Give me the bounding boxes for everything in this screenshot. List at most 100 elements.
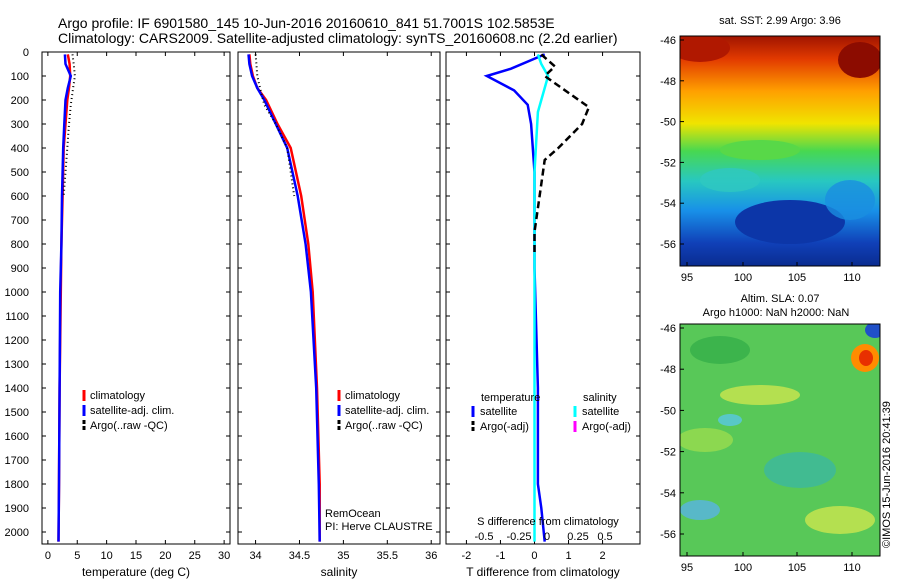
x-axis-label: salinity	[321, 565, 358, 579]
x-tick-label: 34	[249, 550, 261, 562]
y-tick-label: 300	[11, 119, 29, 131]
y-tick-label: 2000	[5, 527, 29, 539]
header-line1: Argo profile: IF 6901580_145 10-Jun-2016…	[58, 15, 555, 31]
y-tick-label: 1700	[5, 455, 29, 467]
y-tick-label: 1400	[5, 383, 29, 395]
y-tick-label: 1300	[5, 359, 29, 371]
annotation-text: RemOcean	[325, 508, 381, 520]
map-y-tick-label: -46	[660, 323, 676, 335]
legend-label: satellite	[582, 406, 619, 418]
x-tick-label: 0	[45, 550, 51, 562]
y-tick-label: 600	[11, 191, 29, 203]
x-tick-label: 15	[130, 550, 142, 562]
x-tick-label: 34.5	[289, 550, 310, 562]
y-tick-label: 1600	[5, 431, 29, 443]
y-tick-label: 100	[11, 71, 29, 83]
series-line-temperature-satellite	[483, 53, 546, 542]
y-tick-label: 1200	[5, 335, 29, 347]
y-tick-label: 1800	[5, 479, 29, 491]
y-tick-label: 800	[11, 239, 29, 251]
map-y-tick-label: -54	[660, 488, 676, 500]
sla-map-features	[680, 324, 880, 534]
legend-label: Argo(-adj)	[582, 421, 631, 433]
x-tick-label: 5	[74, 550, 80, 562]
y-tick-label: 900	[11, 263, 29, 275]
y-tick-label: 1900	[5, 503, 29, 515]
x2-tick-label: 0.25	[567, 531, 588, 543]
x-tick-label: 30	[218, 550, 230, 562]
map-x-tick-label: 105	[788, 272, 806, 284]
y-tick-label: 200	[11, 95, 29, 107]
y-tick-label: 400	[11, 143, 29, 155]
plot-frame	[445, 51, 641, 545]
map-x-tick-label: 105	[788, 562, 806, 574]
map-y-tick-label: -54	[660, 198, 676, 210]
y-tick-label: 500	[11, 167, 29, 179]
x-axis-label: temperature (deg C)	[82, 565, 190, 579]
map-y-tick-label: -52	[660, 447, 676, 459]
y-tick-label: 700	[11, 215, 29, 227]
series-line-salinity-satellite	[533, 53, 550, 542]
map-y-tick-label: -56	[660, 529, 676, 541]
x2-tick-label: -0.5	[475, 531, 494, 543]
y-tick-label: 1000	[5, 287, 29, 299]
plot-frame	[41, 51, 231, 545]
legend-label: Argo(..raw -QC)	[90, 420, 168, 432]
legend-title-temperature: temperature	[481, 392, 540, 404]
legend-label: satellite-adj. clim.	[90, 405, 174, 417]
x-tick-label: -2	[462, 550, 472, 562]
map-y-tick-label: -48	[660, 76, 676, 88]
map-x-tick-label: 95	[681, 272, 693, 284]
legend-label: climatology	[345, 390, 401, 402]
map-x-tick-label: 100	[734, 562, 752, 574]
sla-map-subtitle: Argo h1000: NaN h2000: NaN	[703, 307, 850, 319]
sst-map-panel: sat. SST: 2.99 Argo: 3.96 95 100 105 110 -46…	[660, 15, 881, 284]
legend-label: satellite-adj. clim.	[345, 405, 429, 417]
x-tick-label: 10	[101, 550, 113, 562]
map-y-tick-label: -48	[660, 364, 676, 376]
sst-map-features	[680, 36, 880, 244]
salinity-panel: 34 34.5 35 35.5 36 salinity climatology satelli…	[237, 51, 441, 579]
x2-tick-label: 0.5	[597, 531, 612, 543]
sla-map-title: Altim. SLA: 0.07	[741, 293, 820, 305]
legend-title-salinity: salinity	[583, 392, 617, 404]
map-x-tick-label: 95	[681, 562, 693, 574]
x-tick-label: -1	[496, 550, 506, 562]
map-y-tick-label: -46	[660, 35, 676, 47]
map-x-tick-label: 100	[734, 272, 752, 284]
x-tick-label: 20	[159, 550, 171, 562]
x2-tick-label: 0	[544, 531, 550, 543]
temperature-panel: 0100200300400500600700800900100011001200…	[5, 47, 231, 579]
series-line-satellite-adj-clim-	[57, 54, 73, 542]
map-y-tick-label: -52	[660, 157, 676, 169]
annotation-text: PI: Herve CLAUSTRE	[325, 521, 433, 533]
y-tick-label: 0	[23, 47, 29, 59]
legend-label: Argo(-adj)	[480, 421, 529, 433]
x2-axis-label: S difference from climatology	[477, 516, 619, 528]
difference-panel: -2 -1 0 1 2 T difference from climatology temp…	[445, 51, 641, 579]
legend-label: climatology	[90, 390, 146, 402]
x-tick-label: 25	[189, 550, 201, 562]
map-y-tick-label: -50	[660, 117, 676, 129]
x-tick-label: 35.5	[377, 550, 398, 562]
y-tick-label: 1500	[5, 407, 29, 419]
x-tick-label: 36	[425, 550, 437, 562]
map-x-tick-label: 110	[843, 272, 861, 284]
legend-label: satellite	[480, 406, 517, 418]
sst-map-title: sat. SST: 2.99 Argo: 3.96	[719, 15, 841, 27]
header-line2: Climatology: CARS2009. Satellite-adjuste…	[58, 30, 618, 46]
imos-stamp: ©IMOS 15-Jun-2016 20:41:39	[881, 401, 893, 548]
legend-label: Argo(..raw -QC)	[345, 420, 423, 432]
x2-tick-label: -0.25	[506, 531, 531, 543]
sla-map-panel: Altim. SLA: 0.07 Argo h1000: NaN h2000: …	[660, 293, 881, 574]
plot-frame	[237, 51, 441, 545]
series-line-temperature-argo-adj-	[533, 53, 591, 256]
x-tick-label: 1	[565, 550, 571, 562]
x-tick-label: 2	[599, 550, 605, 562]
x-tick-label: 35	[337, 550, 349, 562]
map-x-tick-label: 110	[843, 562, 861, 574]
map-y-tick-label: -50	[660, 405, 676, 417]
x-tick-label: 0	[531, 550, 537, 562]
map-y-tick-label: -56	[660, 239, 676, 251]
